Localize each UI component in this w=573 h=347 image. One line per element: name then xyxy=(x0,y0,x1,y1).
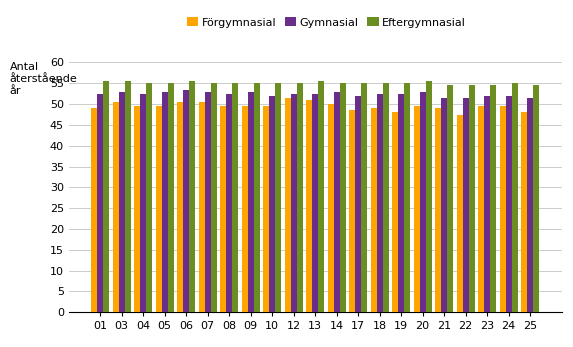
Bar xyxy=(134,106,140,312)
Bar xyxy=(306,100,312,312)
Bar xyxy=(226,94,232,312)
Bar xyxy=(512,83,517,312)
Bar xyxy=(457,115,462,312)
Bar xyxy=(254,83,260,312)
Bar xyxy=(435,108,441,312)
Bar xyxy=(340,83,346,312)
Bar xyxy=(125,81,131,312)
Bar xyxy=(103,81,109,312)
Bar xyxy=(469,85,474,312)
Bar xyxy=(392,112,398,312)
Bar xyxy=(119,92,125,312)
Bar xyxy=(376,94,383,312)
Bar xyxy=(248,92,254,312)
Bar xyxy=(140,94,146,312)
Bar xyxy=(91,108,97,312)
Bar xyxy=(371,108,376,312)
Bar xyxy=(404,83,410,312)
Bar xyxy=(168,83,174,312)
Text: Antal
återstående
år: Antal återstående år xyxy=(10,62,77,96)
Bar xyxy=(500,106,505,312)
Bar xyxy=(419,92,426,312)
Bar xyxy=(318,81,324,312)
Bar xyxy=(333,92,340,312)
Bar xyxy=(478,106,484,312)
Bar xyxy=(533,85,539,312)
Bar xyxy=(183,90,189,312)
Bar xyxy=(398,94,404,312)
Bar xyxy=(291,94,297,312)
Bar xyxy=(242,106,248,312)
Bar xyxy=(490,85,496,312)
Bar xyxy=(505,96,512,312)
Bar xyxy=(162,92,168,312)
Bar xyxy=(97,94,103,312)
Bar xyxy=(521,112,527,312)
Bar xyxy=(328,104,333,312)
Bar xyxy=(447,85,453,312)
Bar xyxy=(312,94,318,312)
Bar xyxy=(189,81,195,312)
Bar xyxy=(383,83,388,312)
Bar xyxy=(211,83,217,312)
Bar xyxy=(146,83,152,312)
Bar xyxy=(462,98,469,312)
Bar xyxy=(355,96,361,312)
Legend: Förgymnasial, Gymnasial, Eftergymnasial: Förgymnasial, Gymnasial, Eftergymnasial xyxy=(183,13,470,32)
Bar xyxy=(484,96,490,312)
Bar xyxy=(156,106,162,312)
Bar xyxy=(414,106,419,312)
Bar xyxy=(285,98,291,312)
Bar xyxy=(349,110,355,312)
Bar xyxy=(177,102,183,312)
Bar xyxy=(232,83,238,312)
Bar xyxy=(220,106,226,312)
Bar xyxy=(441,98,447,312)
Bar xyxy=(297,83,303,312)
Bar xyxy=(527,98,533,312)
Bar xyxy=(263,106,269,312)
Bar xyxy=(205,92,211,312)
Bar xyxy=(426,81,431,312)
Bar xyxy=(199,102,205,312)
Bar xyxy=(361,83,367,312)
Bar xyxy=(269,96,275,312)
Bar xyxy=(113,102,119,312)
Bar xyxy=(275,83,281,312)
